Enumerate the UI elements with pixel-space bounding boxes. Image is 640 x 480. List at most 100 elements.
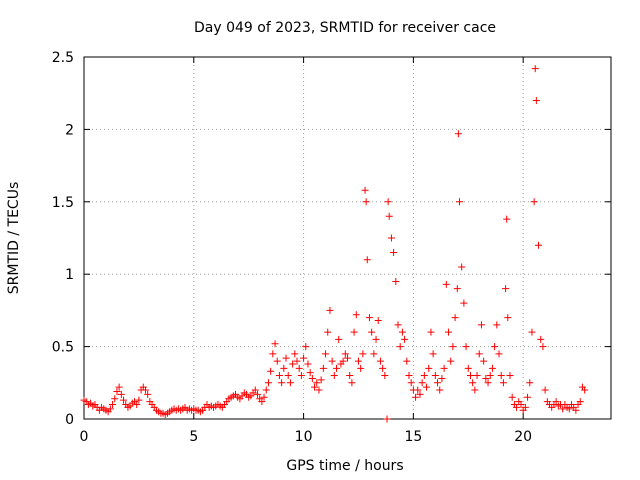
data-point — [300, 354, 308, 362]
data-point — [458, 263, 466, 271]
y-tick-label: 2 — [65, 122, 74, 138]
x-tick-label: 0 — [80, 429, 89, 445]
data-point — [363, 256, 371, 264]
data-point — [449, 343, 457, 351]
data-point — [497, 372, 505, 380]
y-tick-label: 2.5 — [52, 50, 74, 66]
data-point — [308, 374, 316, 382]
data-point — [403, 357, 411, 365]
grid-lines — [84, 57, 611, 419]
data-point — [317, 376, 325, 384]
data-point — [352, 311, 360, 319]
data-point — [384, 198, 392, 206]
data-point — [293, 357, 301, 365]
data-point — [324, 328, 332, 336]
data-point — [508, 393, 516, 401]
data-point — [396, 343, 404, 351]
data-point — [383, 415, 391, 423]
data-point — [531, 65, 539, 73]
x-tick-label: 15 — [404, 429, 422, 445]
data-point — [117, 390, 125, 398]
data-point — [469, 379, 477, 387]
data-point — [328, 357, 336, 365]
data-point — [394, 321, 402, 329]
data-point — [260, 393, 268, 401]
data-point — [339, 357, 347, 365]
data-point — [381, 372, 389, 380]
data-point — [333, 364, 341, 372]
data-point — [109, 401, 117, 409]
data-point — [499, 379, 507, 387]
data-point — [423, 383, 431, 391]
axis-ticks — [83, 56, 611, 420]
data-point — [313, 379, 321, 387]
data-point — [412, 393, 420, 401]
data-point — [493, 321, 501, 329]
data-point — [565, 405, 573, 413]
data-point — [135, 396, 143, 404]
data-point — [370, 350, 378, 358]
data-point — [306, 369, 314, 377]
data-point — [115, 383, 123, 391]
data-point — [414, 386, 422, 394]
data-point — [262, 386, 270, 394]
data-point — [295, 364, 303, 372]
data-point — [319, 364, 327, 372]
data-point — [267, 367, 275, 375]
data-point — [530, 198, 538, 206]
data-point — [484, 379, 492, 387]
data-point — [348, 379, 356, 387]
data-point — [361, 186, 369, 194]
data-point — [385, 212, 393, 220]
data-point — [330, 372, 338, 380]
data-point — [482, 374, 490, 382]
data-point — [379, 364, 387, 372]
data-point — [572, 406, 580, 414]
data-point — [418, 379, 426, 387]
data-point — [438, 374, 446, 382]
data-point — [475, 350, 483, 358]
data-point — [405, 372, 413, 380]
data-point — [521, 403, 529, 411]
data-point — [390, 248, 398, 256]
data-point — [445, 328, 453, 336]
data-point — [365, 314, 373, 322]
data-point — [284, 372, 292, 380]
data-point — [302, 343, 310, 351]
y-tick-label: 0 — [65, 412, 74, 428]
data-point — [477, 321, 485, 329]
data-point — [539, 343, 547, 351]
data-point — [576, 398, 584, 406]
data-point — [528, 328, 536, 336]
data-point — [133, 401, 141, 409]
data-point — [454, 130, 462, 138]
data-point — [427, 328, 435, 336]
data-point — [291, 350, 299, 358]
data-point — [434, 379, 442, 387]
data-point — [535, 241, 543, 249]
data-point — [289, 360, 297, 368]
data-point — [372, 335, 380, 343]
chart-title: Day 049 of 2023, SRMTID for receiver cac… — [194, 20, 496, 36]
data-point — [420, 372, 428, 380]
data-point — [436, 386, 444, 394]
data-point — [466, 372, 474, 380]
data-point — [398, 328, 406, 336]
data-point — [541, 386, 549, 394]
data-point — [532, 96, 540, 104]
data-point — [304, 360, 312, 368]
data-point — [335, 335, 343, 343]
data-point — [447, 357, 455, 365]
data-point — [513, 403, 521, 411]
data-point — [488, 364, 496, 372]
data-point — [359, 350, 367, 358]
data-point — [462, 343, 470, 351]
data-point — [106, 405, 114, 413]
data-point — [269, 350, 277, 358]
data-point — [264, 379, 272, 387]
x-tick-label: 10 — [295, 429, 313, 445]
data-point — [315, 386, 323, 394]
data-point — [401, 335, 409, 343]
data-point — [425, 364, 433, 372]
